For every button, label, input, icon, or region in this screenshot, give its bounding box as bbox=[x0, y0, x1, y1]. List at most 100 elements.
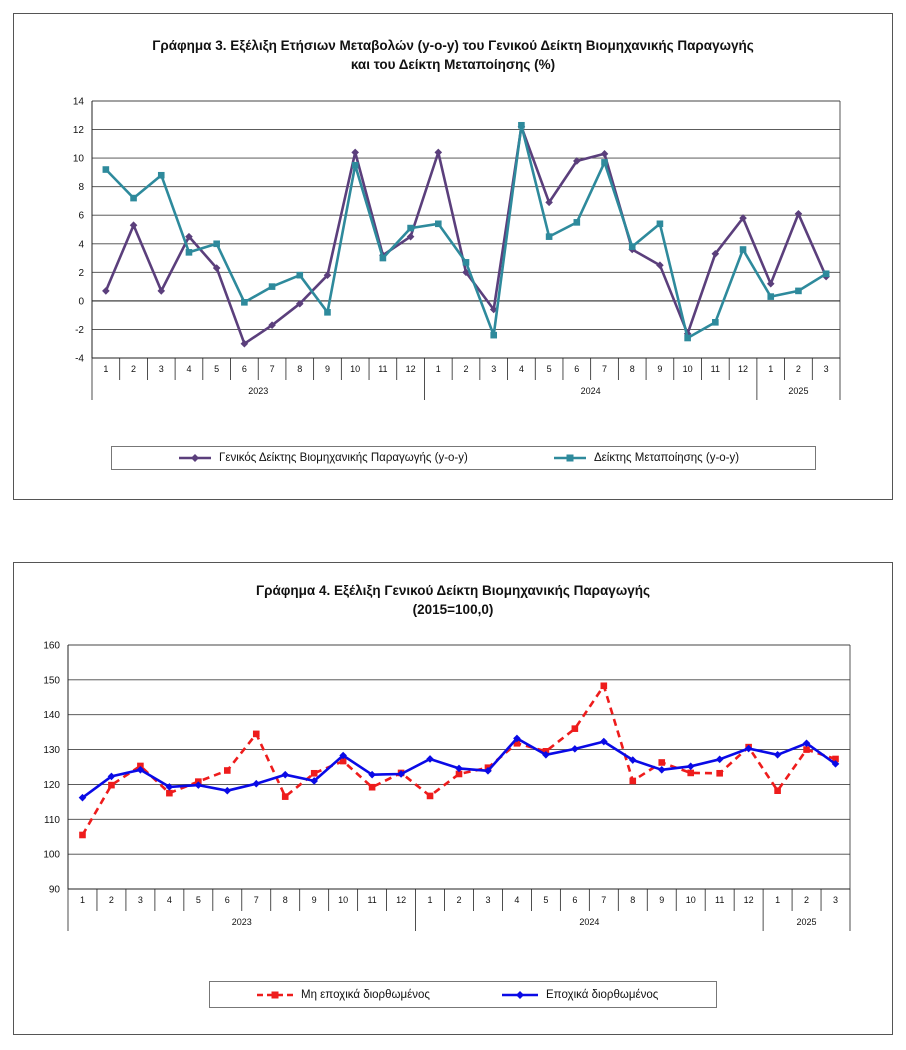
chart-3-title: Γράφημα 3. Εξέλιξη Ετήσιων Μεταβολών (y-… bbox=[14, 36, 892, 74]
x-tick-label: 3 bbox=[833, 895, 838, 905]
y-tick-label: 4 bbox=[78, 239, 84, 250]
y-tick-label: 12 bbox=[73, 125, 85, 136]
x-tick-label: 11 bbox=[378, 364, 387, 374]
x-tick-label: 1 bbox=[775, 895, 780, 905]
series-point-1 bbox=[252, 779, 261, 788]
legend-label-general-index: Γενικός Δείκτης Βιομηχανικής Παραγωγής (… bbox=[219, 452, 468, 464]
year-group-label: 2025 bbox=[788, 386, 808, 396]
series-point-0 bbox=[545, 198, 553, 207]
series-point-0 bbox=[268, 321, 276, 329]
x-tick-label: 2 bbox=[131, 364, 136, 374]
y-tick-label: -4 bbox=[75, 354, 84, 365]
series-point-0 bbox=[739, 214, 747, 222]
series-point-1 bbox=[686, 762, 695, 771]
x-tick-label: 3 bbox=[159, 364, 164, 374]
x-tick-label: 8 bbox=[630, 895, 635, 905]
x-tick-label: 7 bbox=[601, 895, 606, 905]
x-tick-label: 3 bbox=[138, 895, 143, 905]
x-tick-label: 12 bbox=[744, 895, 754, 905]
series-point-1 bbox=[268, 283, 276, 290]
x-tick-label: 10 bbox=[350, 364, 360, 374]
x-tick-label: 4 bbox=[514, 895, 519, 905]
series-point-1 bbox=[107, 772, 116, 781]
x-tick-label: 4 bbox=[519, 364, 524, 374]
series-point-1 bbox=[130, 194, 137, 202]
series-point-0 bbox=[281, 793, 289, 800]
legend-item-not-seasonally-adjusted: Μη εποχικά διορθωμένος bbox=[255, 982, 430, 1007]
y-tick-label: 8 bbox=[78, 182, 84, 193]
y-tick-label: -2 bbox=[75, 325, 84, 336]
series-point-0 bbox=[629, 777, 637, 785]
y-tick-label: 140 bbox=[43, 710, 60, 721]
series-point-0 bbox=[803, 746, 810, 753]
year-group-label: 2025 bbox=[797, 917, 817, 927]
series-point-1 bbox=[656, 220, 664, 228]
series-point-0 bbox=[426, 792, 434, 800]
series-point-1 bbox=[223, 786, 232, 795]
x-tick-label: 6 bbox=[225, 895, 230, 905]
year-group-label: 2024 bbox=[581, 386, 601, 396]
x-tick-label: 6 bbox=[574, 364, 579, 374]
series-point-0 bbox=[351, 148, 359, 157]
series-line-0 bbox=[81, 684, 836, 836]
x-tick-label: 6 bbox=[242, 364, 247, 374]
x-tick-label: 9 bbox=[325, 364, 330, 374]
series-point-1 bbox=[102, 166, 110, 173]
series-point-1 bbox=[831, 760, 840, 768]
year-group-label: 2024 bbox=[579, 917, 599, 927]
series-point-0 bbox=[716, 769, 723, 777]
x-tick-label: 12 bbox=[406, 364, 416, 374]
chart-3-panel: Γράφημα 3. Εξέλιξη Ετήσιων Μεταβολών (y-… bbox=[13, 13, 893, 500]
series-point-0 bbox=[108, 781, 115, 789]
year-group-label: 2023 bbox=[248, 386, 268, 396]
x-tick-label: 10 bbox=[338, 895, 348, 905]
x-tick-label: 8 bbox=[297, 364, 302, 374]
legend-swatch-not-seasonally-adjusted bbox=[257, 991, 293, 998]
chart-3-legend: Γενικός Δείκτης Βιομηχανικής Παραγωγής (… bbox=[111, 446, 816, 470]
series-point-0 bbox=[600, 682, 608, 690]
y-tick-label: 150 bbox=[43, 675, 60, 686]
series-point-1 bbox=[773, 751, 782, 759]
series-point-1 bbox=[78, 793, 87, 802]
series-point-0 bbox=[434, 148, 443, 157]
x-tick-label: 2 bbox=[456, 895, 461, 905]
series-point-1 bbox=[684, 334, 691, 342]
y-tick-label: 120 bbox=[43, 780, 60, 791]
series-point-1 bbox=[739, 246, 747, 253]
series-point-1 bbox=[310, 777, 318, 785]
series-point-1 bbox=[744, 744, 753, 753]
x-tick-label: 1 bbox=[768, 364, 773, 374]
x-tick-label: 4 bbox=[186, 364, 191, 374]
series-point-1 bbox=[426, 755, 434, 763]
x-tick-label: 5 bbox=[196, 895, 201, 905]
x-tick-label: 1 bbox=[80, 895, 85, 905]
x-tick-label: 1 bbox=[428, 895, 433, 905]
y-tick-label: 90 bbox=[49, 885, 61, 896]
x-tick-label: 3 bbox=[491, 364, 496, 374]
series-point-1 bbox=[324, 309, 331, 316]
series-point-1 bbox=[518, 121, 525, 129]
x-tick-label: 6 bbox=[572, 895, 577, 905]
y-tick-label: 14 bbox=[73, 97, 85, 108]
x-tick-label: 2 bbox=[109, 895, 114, 905]
legend-label-not-seasonally-adjusted: Μη εποχικά διορθωμένος bbox=[301, 988, 430, 1001]
series-line-0 bbox=[104, 125, 828, 346]
series-point-1 bbox=[767, 293, 775, 300]
series-point-0 bbox=[656, 261, 664, 269]
y-tick-label: 100 bbox=[43, 850, 60, 861]
series-point-1 bbox=[601, 159, 608, 166]
y-tick-label: 2 bbox=[78, 268, 84, 279]
series-point-1 bbox=[157, 171, 165, 179]
series-point-1 bbox=[185, 249, 193, 256]
x-tick-label: 9 bbox=[659, 895, 664, 905]
series-point-0 bbox=[406, 232, 415, 241]
series-point-1 bbox=[802, 739, 811, 748]
chart-4-title-line1: Γράφημα 4. Εξέλιξη Γενικού Δείκτη Βιομηχ… bbox=[255, 583, 650, 598]
series-point-1 bbox=[281, 770, 290, 779]
x-tick-label: 11 bbox=[711, 364, 720, 374]
x-tick-label: 4 bbox=[167, 895, 172, 905]
series-point-0 bbox=[571, 725, 579, 732]
series-point-1 bbox=[542, 751, 550, 759]
series-point-0 bbox=[129, 221, 138, 230]
